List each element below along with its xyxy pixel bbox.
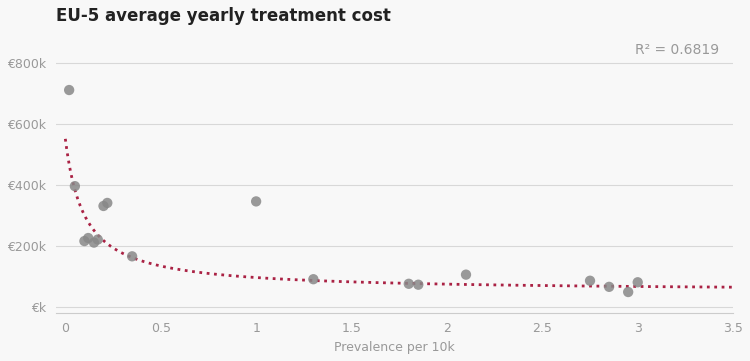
X-axis label: Prevalence per 10k: Prevalence per 10k [334, 341, 454, 354]
Point [622, 289, 634, 295]
Text: R² = 0.6819: R² = 0.6819 [635, 43, 719, 57]
Point [92, 237, 104, 243]
Point [79, 238, 91, 244]
Point [101, 200, 113, 206]
Point [126, 253, 138, 259]
Point [251, 199, 262, 204]
Point [88, 240, 100, 245]
Point [82, 235, 94, 241]
Text: EU-5 average yearly treatment cost: EU-5 average yearly treatment cost [56, 7, 391, 25]
Point [632, 279, 644, 285]
Point [584, 278, 596, 284]
Point [460, 272, 472, 278]
Point [63, 87, 75, 93]
Point [69, 183, 81, 189]
Point [403, 281, 415, 287]
Point [603, 284, 615, 290]
Point [308, 276, 320, 282]
Point [413, 282, 424, 288]
Point [98, 203, 109, 209]
